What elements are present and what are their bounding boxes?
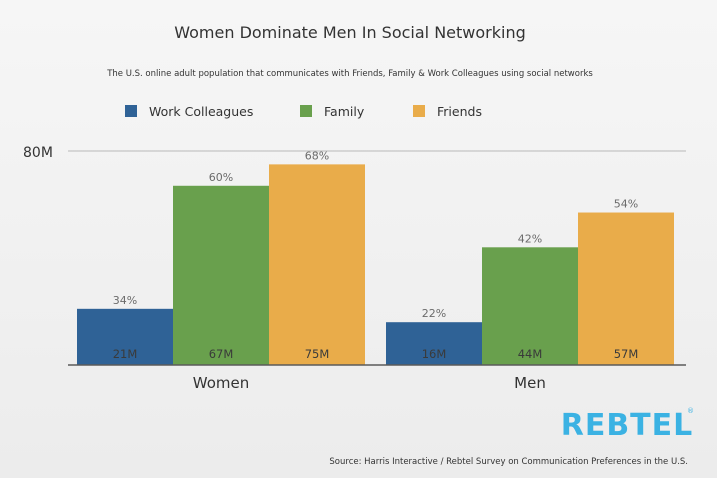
legend-swatch-work-colleagues [125, 105, 137, 117]
legend-label-family: Family [324, 104, 365, 119]
x-axis: Women Men [68, 364, 686, 392]
percent-label-women-family: 60% [209, 171, 233, 184]
value-label-women-friends: 75M [305, 347, 330, 361]
bar-labels: 34% 21M 60% 67M 68% 75M 22% 16M 42% 44M 54% 57M [113, 149, 639, 361]
x-category-label-women: Women [193, 374, 249, 392]
chart-title: Women Dominate Men In Social Networking [174, 23, 526, 42]
x-category-label-men: Men [514, 374, 546, 392]
percent-label-men-work-colleagues: 22% [422, 307, 446, 320]
value-label-men-family: 44M [518, 347, 543, 361]
legend: Work Colleagues Family Friends [125, 104, 482, 119]
bar-men-friends [578, 212, 674, 365]
legend-swatch-friends [413, 105, 425, 117]
logo-registered-mark: ® [687, 407, 694, 415]
chart-source: Source: Harris Interactive / Rebtel Surv… [329, 457, 688, 467]
value-label-men-work-colleagues: 16M [422, 347, 447, 361]
percent-label-men-family: 42% [518, 232, 542, 245]
bar-women-friends [269, 164, 365, 365]
legend-label-work-colleagues: Work Colleagues [149, 104, 253, 119]
value-label-women-work-colleagues: 21M [113, 347, 138, 361]
bar-men-work-colleagues [386, 322, 482, 365]
percent-label-men-friends: 54% [614, 198, 638, 211]
bar-women-family [173, 185, 269, 365]
percent-label-women-friends: 68% [305, 149, 329, 162]
bar-women-work-colleagues [77, 308, 173, 365]
bars [77, 164, 674, 365]
legend-label-friends: Friends [437, 104, 482, 119]
y-tick-label: 80M [23, 145, 53, 161]
value-label-men-friends: 57M [614, 347, 639, 361]
legend-swatch-family [300, 105, 312, 117]
logo-text: REBTEL [561, 408, 694, 443]
grid: 80M [23, 145, 686, 161]
chart-subtitle: The U.S. online adult population that co… [106, 69, 593, 79]
rebtel-logo: REBTEL ® [561, 407, 694, 443]
bar-men-family [482, 247, 578, 365]
percent-label-women-work-colleagues: 34% [113, 294, 137, 307]
value-label-women-family: 67M [209, 347, 234, 361]
